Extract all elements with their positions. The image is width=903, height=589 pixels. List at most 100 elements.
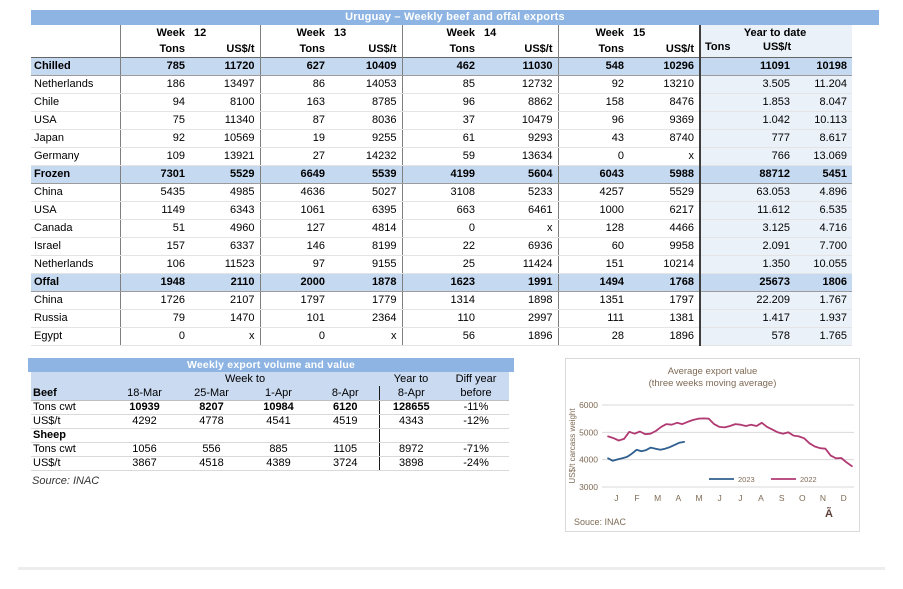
value-cell: 127 [259,219,330,238]
value-cell: 1726 [119,291,190,310]
section-label: Sheep [31,428,111,443]
table-row: Russia 79 1470 101 2364 110 2997 111 1381 1.417 1.… [31,309,853,328]
table-row: Frozen 7301 5529 6649 5539 4199 5604 6043 5988 88… [31,164,853,184]
value-cell: 92 [119,129,190,148]
value-cell: 22.209 [699,291,795,310]
value-cell: 63.053 [699,183,795,202]
x-tick-label: M [695,493,702,503]
row-label: Tons cwt [31,442,111,457]
table-row: Chilled 785 11720 627 10409 462 11030 548 10296 1… [31,56,853,76]
tons-header: Tons [557,41,629,57]
value-cell: 6395 [330,201,402,220]
value-cell: -71% [443,442,510,457]
value-cell: 10214 [629,255,700,274]
value-cell: 111 [557,309,629,328]
value-cell: 3867 [111,456,178,471]
x-tick-label: O [799,493,806,503]
value-cell: 5027 [330,183,402,202]
row-label: Canada [31,219,120,238]
table-row: Offal 1948 2110 2000 1878 1623 1991 1494 1768 256… [31,272,853,292]
value-cell: 96 [401,93,480,112]
value-cell: 3.125 [699,219,795,238]
usd-header: US$/t [226,42,255,55]
table-row: Japan 92 10569 19 9255 61 9293 43 8740 777 8.617 [31,129,853,148]
value-cell: 6936 [480,237,558,256]
value-cell: 5604 [480,164,558,184]
x-tick-label: J [614,493,618,503]
value-cell: 6120 [312,400,380,415]
value-cell: 96 [557,111,629,130]
value-cell: 109 [119,147,190,166]
value-cell: 61 [401,129,480,148]
value-cell: 1056 [111,442,178,457]
value-cell: 157 [119,237,190,256]
value-cell: 9255 [330,129,402,148]
value-cell: 9293 [480,129,558,148]
value-cell: 0 [401,219,480,238]
value-cell: 14053 [330,75,402,94]
value-cell: 1898 [480,291,558,310]
value-cell: 1314 [401,291,480,310]
value-cell: 4.716 [795,219,853,238]
value-cell: 8.047 [795,93,853,112]
value-cell: 2110 [190,272,260,292]
usd-header: US$/t [524,42,553,55]
value-cell: 51 [119,219,190,238]
value-cell: 9369 [629,111,700,130]
value-cell: 13.069 [795,147,853,166]
value-cell: 0 [557,147,629,166]
legend-label-2023: 2023 [738,475,755,484]
row-label: Germany [31,147,120,166]
value-cell: 128 [557,219,629,238]
value-cell: 163 [259,93,330,112]
value-cell: 5529 [190,164,260,184]
export-header-row-weeks: Week 12 Week 13 Week 14 Week 15 Year to date [31,25,853,41]
value-cell: 3.505 [699,75,795,94]
row-label: Japan [31,129,120,148]
row-label: Chilled [31,56,120,76]
value-cell: 4519 [312,414,380,429]
value-cell: 8207 [178,400,245,415]
value-cell: 1.042 [699,111,795,130]
table-row: Netherlands 106 11523 97 9155 25 11424 151 10214… [31,255,853,274]
table-row: Netherlands 186 13497 86 14053 85 12732 92 13210… [31,75,853,94]
value-cell: 1.767 [795,291,853,310]
value-cell: 1.937 [795,309,853,328]
value-cell: 11.612 [699,201,795,220]
value-cell: 627 [259,56,330,76]
ytd-usd-header: US$/t [763,41,792,53]
value-cell: 1991 [480,272,558,292]
row-label: Offal [31,272,120,292]
x-tick-label: J [738,493,742,503]
value-cell: 1.350 [699,255,795,274]
value-cell: 87 [259,111,330,130]
value-cell: 14232 [330,147,402,166]
value-cell: 10.113 [795,111,853,130]
value-cell: 1806 [795,272,853,292]
row-label: Chile [31,93,120,112]
tons-header: Tons [119,41,190,57]
export-table-title: Uruguay – Weekly beef and offal exports [31,10,879,25]
row-label: US$/t [31,414,111,429]
value-cell: 8100 [190,93,260,112]
y-tick-label: 6000 [579,400,598,410]
value-cell: 4292 [111,414,178,429]
value-cell: 19 [259,129,330,148]
y-axis-label: US$/t carcass weight [568,408,577,484]
empty-cell [111,428,178,443]
week-number: 13 [334,27,347,39]
value-cell: 6217 [629,201,700,220]
export-table-block: Uruguay – Weekly beef and offal exports … [31,10,879,346]
week-label: Week [401,25,480,41]
value-cell: 4814 [330,219,402,238]
value-cell: x [190,327,260,346]
value-cell: 11720 [190,56,260,76]
value-cell: x [330,327,402,346]
usd-header: US$/t [368,42,397,55]
row-label: Russia [31,309,120,328]
value-cell: 6649 [259,164,330,184]
value-cell: 1878 [330,272,402,292]
value-cell: 13921 [190,147,260,166]
value-cell: 25 [401,255,480,274]
value-cell: 11340 [190,111,260,130]
